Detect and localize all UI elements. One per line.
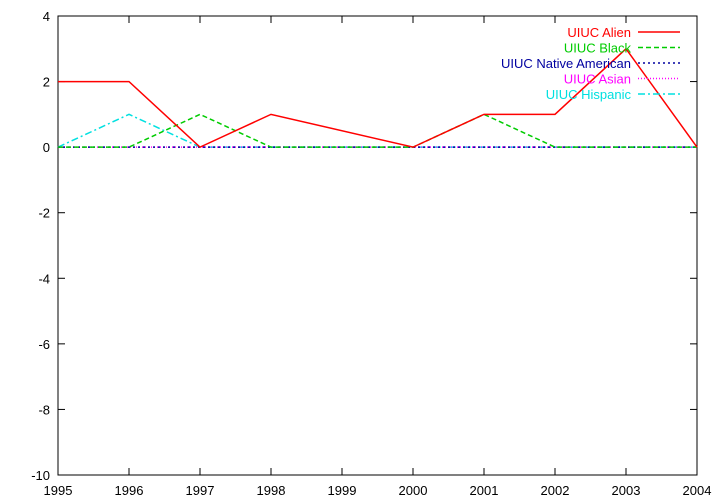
y-tick-label: 2 — [43, 75, 50, 90]
series-line-uiuc-hispanic — [57, 113, 697, 148]
x-tick-label: 2004 — [683, 483, 712, 498]
x-tick-label: 2003 — [612, 483, 641, 498]
x-tick-label: 1998 — [257, 483, 286, 498]
series-line-uiuc-black — [58, 113, 697, 148]
y-tick-label: -4 — [38, 271, 50, 286]
plot-frame — [57, 15, 698, 476]
series-line-uiuc-alien — [58, 47, 698, 149]
x-tick-label: 1997 — [186, 483, 215, 498]
legend-label: UIUC Hispanic — [546, 87, 632, 102]
y-tick-label: -10 — [31, 468, 50, 483]
series-lines — [57, 47, 698, 149]
x-tick-label: 1995 — [44, 483, 73, 498]
x-tick-label: 2000 — [399, 483, 428, 498]
y-tick-label: -2 — [38, 206, 50, 221]
legend-label: UIUC Native American — [501, 56, 631, 71]
legend-label: UIUC Asian — [564, 72, 631, 87]
y-tick-label: -8 — [38, 402, 50, 417]
legend-label: UIUC Alien — [567, 25, 631, 40]
y-tick-label: 4 — [43, 9, 50, 24]
x-tick-label: 1996 — [115, 483, 144, 498]
y-tick-label: 0 — [43, 140, 50, 155]
legend-label: UIUC Black — [564, 41, 632, 56]
y-tick-label: -6 — [38, 337, 50, 352]
x-tick-label: 1999 — [328, 483, 357, 498]
x-tick-label: 2001 — [470, 483, 499, 498]
x-tick-label: 2002 — [541, 483, 570, 498]
